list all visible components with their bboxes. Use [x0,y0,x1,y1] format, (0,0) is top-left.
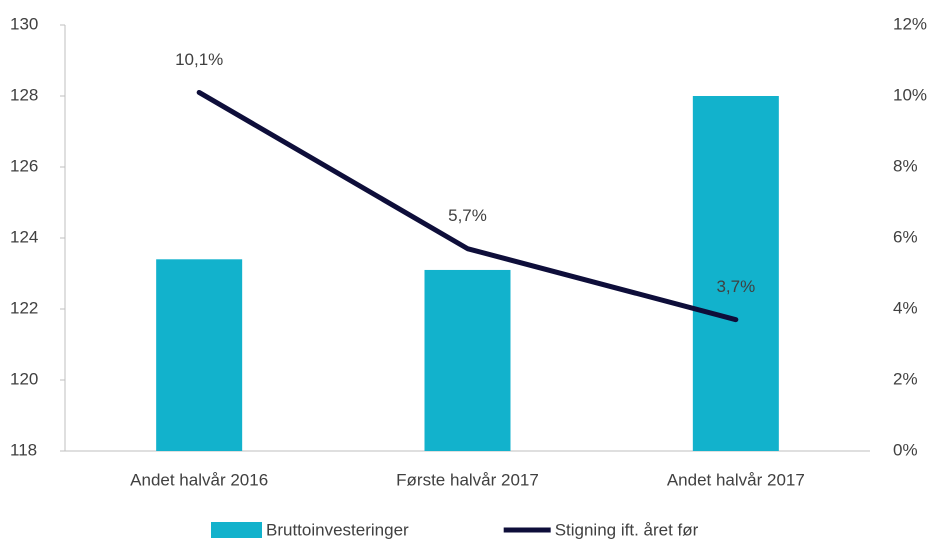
y2-tick-label: 8% [893,156,918,175]
data-label: 10,1% [175,50,223,69]
legend-swatch [211,522,262,538]
x-tick-label: Andet halvår 2017 [667,470,805,489]
y-tick-label: 128 [10,85,38,104]
y-tick-label: 126 [10,156,38,175]
y2-tick-label: 4% [893,298,918,317]
y2-tick-label: 6% [893,227,918,246]
y2-tick-label: 12% [893,14,927,33]
y-tick-label: 118 [10,440,37,459]
y2-tick-label: 0% [893,440,918,459]
y2-tick-label: 10% [893,85,927,104]
data-label: 5,7% [448,206,487,225]
y-tick-label: 130 [10,14,38,33]
legend-label: Stigning ift. året før [555,520,699,539]
x-tick-label: Første halvår 2017 [396,470,539,489]
bar [156,259,243,451]
data-label: 3,7% [716,277,755,296]
bar [424,269,511,451]
y-tick-label: 122 [10,298,38,317]
line [196,89,739,323]
bar [692,96,779,451]
y2-tick-label: 2% [893,369,918,388]
x-tick-label: Andet halvår 2016 [130,470,268,489]
legend-label: Bruttoinvesteringer [266,520,409,539]
y-tick-label: 124 [10,227,38,246]
y-tick-label: 120 [10,369,38,388]
